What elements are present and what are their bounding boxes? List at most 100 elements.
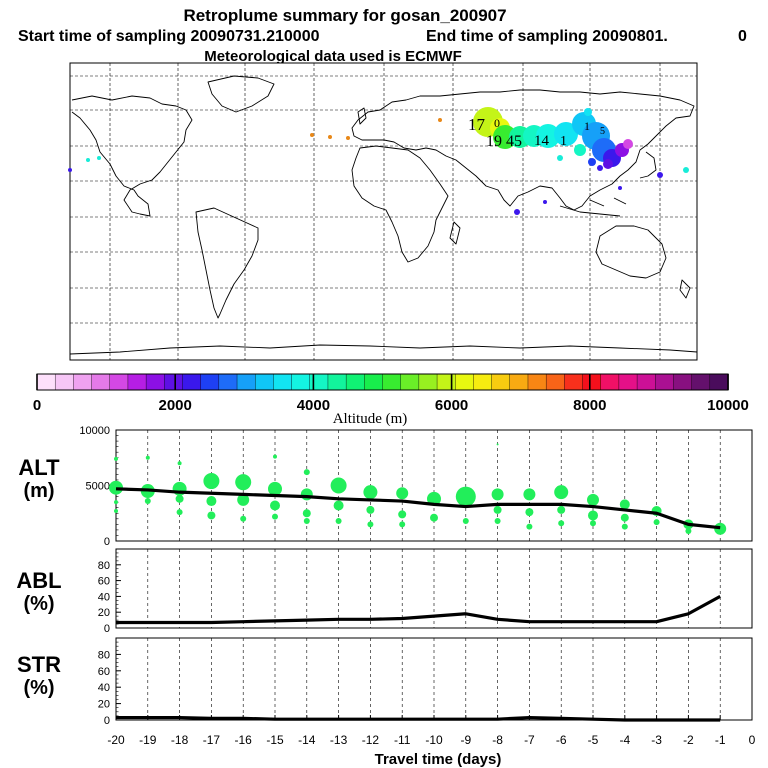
map-label-1: 17 [468,115,486,134]
coast-north-america [71,95,193,217]
y-tick-label: 40 [98,591,110,603]
x-tick-label: -3 [651,733,662,747]
scatter-point [268,481,282,496]
scatter-point [430,513,438,522]
scatter-point [427,491,441,506]
x-tick-label: 0 [749,733,756,747]
colorbar-swatch [691,373,711,391]
scatter-point [620,513,629,522]
scatter-point [491,488,504,501]
colorbar-swatch [218,373,238,391]
scatter-point [493,505,502,514]
colorbar-swatch [182,373,202,391]
coast-south-america [195,207,259,319]
colorbar-swatch [327,373,347,391]
y-tick-label: 20 [98,699,110,711]
x-tick-label: -5 [588,733,599,747]
colorbar-swatch [709,373,729,391]
scatter-point [333,500,344,511]
end-time-label: End time of sampling 20090801. [426,28,668,45]
y-tick-label: 80 [98,560,110,572]
scatter-point [303,469,310,476]
colorbar-swatch [455,373,475,391]
coastlines [69,75,698,355]
x-tick-label: -19 [139,733,157,747]
scatter-point [685,528,692,535]
scatter-point [588,510,598,521]
colorbar-swatch [273,373,293,391]
x-tick-label: -18 [171,733,189,747]
scatter-point [367,521,374,528]
colorbar-swatch [345,373,366,391]
scatter-point [114,500,118,505]
scatter-point [525,508,534,517]
colorbar-swatch [200,373,220,391]
colorbar-swatch [255,373,275,391]
x-tick-label: -12 [362,733,380,747]
panel-label-abl: ABL [16,568,61,593]
colorbar-swatch [127,373,147,391]
y-tick-label: 0 [104,623,110,635]
x-tick-label: -15 [266,733,284,747]
scatter-point [494,518,501,525]
map-label-8: 5 [600,126,605,137]
x-tick-label: -1 [715,733,726,747]
map-label-2: 0 [494,116,500,130]
colorbar-swatch [418,373,438,391]
scatter-point [114,509,118,514]
colorbar-tick-label: 10000 [707,397,749,414]
colorbar-swatch [54,373,75,391]
scatter-point [145,455,150,460]
start-time-label: Start time of sampling 20090731.210000 [18,28,320,45]
world-map: 17 0 19 45 14 1 1 5 [68,62,698,361]
scatter-point [176,509,183,516]
colorbar-tick-label: 6000 [435,397,468,414]
x-tick-label: -10 [425,733,443,747]
scatter-point [399,521,406,528]
colorbar-tick-label: 2000 [159,397,192,414]
scatter-point [557,505,566,514]
x-tick-label: -6 [556,733,567,747]
map-frame [69,62,698,361]
panel-unit-abl: (%) [23,593,54,615]
colorbar-swatch [527,373,547,391]
panel-alt: 0 5000 10000 ALT(m) [18,425,753,548]
scatter-point [109,480,123,495]
colorbar-title: Altitude (m) [333,411,408,427]
scatter-point [175,494,184,503]
colorbar-swatch [164,373,184,391]
scatter-point [300,488,313,501]
end-time-suffix: 0 [738,28,747,45]
y-tick-label: 10000 [79,425,110,437]
plume-trajectory [68,107,689,215]
scatter-point [587,493,599,506]
coast-europe-asia [351,89,695,211]
scatter-point [303,518,310,525]
scatter-point [330,477,347,494]
coast-new-zealand [679,279,691,299]
colorbar-swatch [436,373,456,391]
scatter-point [590,520,596,527]
scatter-point [396,487,409,500]
coast-africa [351,145,449,263]
scatter-point [523,488,536,501]
colorbar-swatch [36,373,56,391]
x-tick-label: -8 [492,733,503,747]
scatter-point [558,520,565,527]
map-label-4: 45 [506,133,522,150]
colorbar-swatch [364,373,384,391]
scatter-point [272,513,278,520]
colorbar-swatch [491,373,511,391]
plume-day-labels: 17 0 19 45 14 1 1 5 [468,115,605,150]
panel-abl: 0 20 40 60 80 ABL(%) [16,548,753,635]
coast-madagascar [449,221,461,245]
scatter-point [335,518,342,525]
y-tick-label: 5000 [86,481,110,493]
scatter-point [114,456,118,461]
series-line-abl [116,594,721,625]
scatter-point [273,454,277,459]
scatter-point [653,519,660,526]
scatter-point [363,485,378,500]
x-tick-label: -16 [235,733,253,747]
